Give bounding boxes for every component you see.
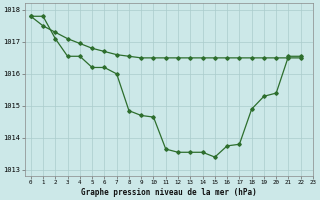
X-axis label: Graphe pression niveau de la mer (hPa): Graphe pression niveau de la mer (hPa) <box>81 188 257 197</box>
